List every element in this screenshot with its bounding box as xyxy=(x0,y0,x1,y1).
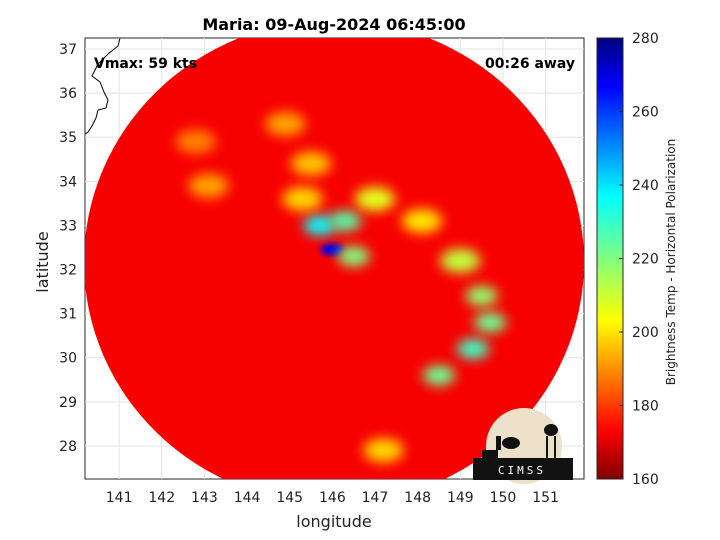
feature-blob-16 xyxy=(363,438,404,463)
swath xyxy=(85,38,584,479)
feature-blob-0 xyxy=(320,243,345,256)
coastline xyxy=(84,37,121,135)
colorbar-tick-label-6: 280 xyxy=(632,31,659,47)
feature-blob-8 xyxy=(474,312,507,333)
feature-blob-14 xyxy=(188,173,229,198)
feature-blob-12 xyxy=(291,151,332,176)
feature-blob-4 xyxy=(355,186,396,211)
colorbar xyxy=(596,37,624,480)
x-tick-label-3: 144 xyxy=(234,490,261,506)
x-tick-label-9: 150 xyxy=(490,490,517,506)
y-tick-label-6: 34 xyxy=(59,174,77,190)
feature-blob-3 xyxy=(337,246,370,267)
satellite-dish-icon xyxy=(502,437,520,449)
x-tick-label-10: 151 xyxy=(532,490,559,506)
feature-blob-2 xyxy=(329,211,362,232)
x-tick-label-5: 146 xyxy=(319,490,346,506)
y-tick-label-3: 31 xyxy=(59,307,77,323)
x-tick-label-2: 143 xyxy=(191,490,218,506)
cimss-logo: CIMSS xyxy=(473,408,573,484)
y-tick-label-7: 35 xyxy=(59,130,77,146)
y-tick-labels: 28 29 30 31 32 33 34 35 36 37 xyxy=(59,42,77,455)
feature-blob-11 xyxy=(282,186,323,211)
x-axis-label: longitude xyxy=(296,512,371,531)
feature-blob-7 xyxy=(465,285,498,306)
feature-blob-10 xyxy=(422,365,455,386)
y-tick-label-2: 30 xyxy=(59,351,77,367)
logo-text: CIMSS xyxy=(498,464,546,477)
colorbar-tick-label-4: 240 xyxy=(632,178,659,194)
x-tick-labels: 141 142 143 144 145 146 147 148 149 150 151 xyxy=(106,490,559,506)
colorbar-tick-label-2: 200 xyxy=(632,325,659,341)
x-tick-label-1: 142 xyxy=(148,490,175,506)
colorbar-ticks: 160 180 200 220 240 260 280 xyxy=(619,31,659,488)
x-tick-label-4: 145 xyxy=(276,490,303,506)
swath-background xyxy=(85,38,584,479)
feature-blob-6 xyxy=(440,248,481,273)
y-tick-label-4: 32 xyxy=(59,263,77,279)
feature-blob-5 xyxy=(401,209,442,234)
x-tick-label-7: 148 xyxy=(404,490,431,506)
water-tower-icon xyxy=(544,424,558,436)
x-tick-label-8: 149 xyxy=(447,490,474,506)
y-tick-label-9: 37 xyxy=(59,42,77,58)
y-tick-label-5: 33 xyxy=(59,218,77,234)
rainband-features xyxy=(175,111,507,463)
colorbar-tick-label-1: 180 xyxy=(632,399,659,415)
feature-blob-9 xyxy=(457,338,490,359)
colorbar-label: Brightness Temp - Horizontal Polarizatio… xyxy=(664,139,678,386)
y-axis-label: latitude xyxy=(33,231,52,292)
feature-blob-13 xyxy=(265,111,306,136)
colorbar-tick-label-0: 160 xyxy=(632,472,659,488)
colorbar-tick-label-3: 220 xyxy=(632,252,659,268)
x-tick-label-0: 141 xyxy=(106,490,133,506)
x-tick-label-6: 147 xyxy=(362,490,389,506)
feature-blob-15 xyxy=(175,129,216,154)
chart-title: Maria: 09-Aug-2024 06:45:00 xyxy=(202,15,465,34)
vmax-annotation: Vmax: 59 kts xyxy=(94,56,197,72)
time-offset-annotation: 00:26 away xyxy=(485,56,575,72)
y-tick-label-0: 28 xyxy=(59,439,77,455)
y-tick-label-8: 36 xyxy=(59,86,77,102)
feature-blob-1 xyxy=(303,215,336,236)
y-tick-label-1: 29 xyxy=(59,395,77,411)
colorbar-tick-label-5: 260 xyxy=(632,105,659,121)
